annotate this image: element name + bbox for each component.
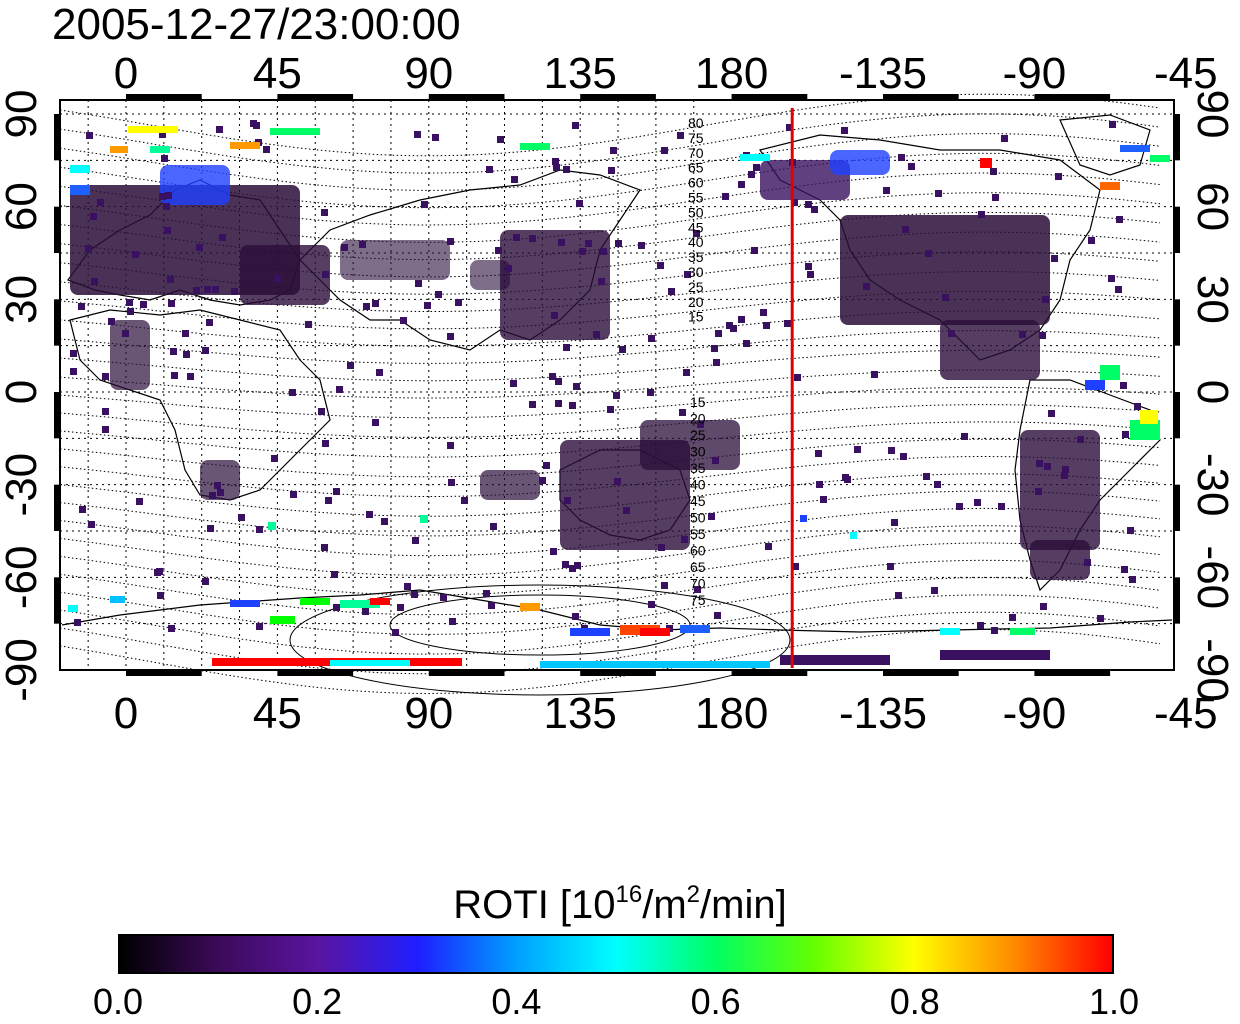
- contour-label-south: 30: [690, 444, 706, 460]
- contour-label-south: 45: [690, 493, 706, 509]
- contour-label-north: 65: [688, 160, 704, 176]
- contour-label-south: 75: [690, 592, 706, 608]
- contour-label-north: 70: [688, 145, 704, 161]
- colorbar-tick-label: 0.0: [92, 981, 144, 1022]
- contour-label-south: 40: [690, 477, 706, 493]
- longitude-label: 0: [114, 689, 138, 738]
- contour-label-south: 60: [690, 543, 706, 559]
- contour-label-south: 55: [690, 526, 706, 542]
- colorbar-title: ROTI [1016/m2/min]: [453, 881, 787, 927]
- longitude-label: 45: [253, 689, 302, 738]
- longitude-label: 90: [404, 49, 453, 98]
- latitude-label: -30: [1188, 453, 1237, 517]
- longitude-label: 90: [404, 689, 453, 738]
- contour-label-north: 30: [688, 264, 704, 280]
- africa-coast: [69, 309, 331, 501]
- frame-border-bars: [54, 94, 1180, 676]
- latitude-label: 90: [1188, 90, 1237, 139]
- contour-label-south: 15: [690, 394, 706, 410]
- colorbar-tick-label: 1.0: [1088, 981, 1140, 1022]
- contour-label-south: 20: [690, 411, 706, 427]
- latitude-label: 30: [1188, 275, 1237, 324]
- roti-map: 8075706560555045403530252015152025303540…: [0, 49, 1237, 738]
- longitude-label: -90: [1003, 49, 1067, 98]
- contour-label-south: 50: [690, 510, 706, 526]
- colorbar-tick-label: 0.6: [690, 981, 741, 1022]
- latitude-label: 60: [0, 182, 46, 231]
- latitude-label: 0: [1188, 380, 1237, 404]
- latitude-label: -90: [1188, 638, 1237, 702]
- timestamp-title: 2005-12-27/23:00:00: [52, 0, 461, 49]
- contour-label-north: 60: [688, 175, 704, 191]
- colorbar-tick-label: 0.2: [292, 981, 343, 1022]
- latitude-label: 90: [0, 90, 46, 139]
- right-latitude-labels: 90 60 30 0 -30 -60 -90: [1188, 90, 1237, 702]
- contour-label-south: 70: [690, 576, 706, 592]
- longitude-label: -135: [839, 689, 927, 738]
- latitude-label: 60: [1188, 182, 1237, 231]
- contour-label-north: 35: [688, 249, 704, 265]
- latitude-label: 0: [0, 380, 46, 404]
- longitude-label: 135: [543, 689, 616, 738]
- longitude-label: 45: [253, 49, 302, 98]
- colorbar-gradient: [118, 934, 1114, 974]
- bottom-longitude-labels: 0 45 90 135 180 -135 -90 -45: [114, 689, 1218, 738]
- top-longitude-labels: 0 45 90 135 180 -135 -90 -45: [114, 49, 1218, 98]
- colorbar-tick-label: 0.4: [491, 981, 542, 1022]
- longitude-label: -90: [1003, 689, 1067, 738]
- contour-label-north: 75: [688, 130, 704, 146]
- contour-label-north: 15: [688, 309, 704, 325]
- contour-label-north: 80: [688, 115, 704, 131]
- latitude-label: -60: [0, 546, 46, 610]
- longitude-label: -45: [1154, 689, 1218, 738]
- left-latitude-labels: 90 60 30 0 -30 -60 -90: [0, 90, 46, 702]
- longitude-label: 180: [695, 49, 768, 98]
- colorbar-tick-label: 0.8: [889, 981, 940, 1022]
- longitude-label: -45: [1154, 49, 1218, 98]
- latitude-label: 30: [0, 275, 46, 324]
- contour-label-south: 65: [690, 559, 706, 575]
- contour-label-north: 50: [688, 204, 704, 220]
- contour-label-north: 55: [688, 190, 704, 206]
- contour-label-north: 45: [688, 219, 704, 235]
- roti-data-patches: [68, 120, 1170, 668]
- contour-label-south: 35: [690, 460, 706, 476]
- contour-label-north: 40: [688, 234, 704, 250]
- antarctica-coast: [61, 589, 1173, 633]
- contour-label-north: 20: [688, 294, 704, 310]
- longitude-label: 135: [543, 49, 616, 98]
- latitude-label: -60: [1188, 546, 1237, 610]
- latitude-label: -30: [0, 453, 46, 517]
- greenland-coast: [1059, 114, 1151, 176]
- longitude-label: -135: [839, 49, 927, 98]
- contour-labels: 8075706560555045403530252015152025303540…: [688, 115, 706, 608]
- latitude-label: -90: [0, 638, 46, 702]
- contour-label-north: 25: [688, 279, 704, 295]
- longitude-label: 0: [114, 49, 138, 98]
- longitude-label: 180: [695, 689, 768, 738]
- contour-label-south: 25: [690, 427, 706, 443]
